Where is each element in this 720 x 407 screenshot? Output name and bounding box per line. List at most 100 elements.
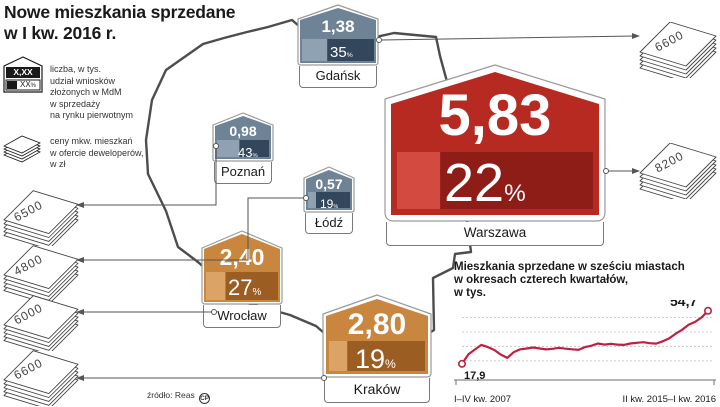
paper-sheet	[639, 143, 717, 188]
mdm-share: 19%	[320, 197, 338, 211]
percent-sign: %	[252, 287, 262, 298]
sales-value: 2,80	[347, 308, 407, 341]
x-start-label: I–IV kw. 2007	[454, 394, 511, 405]
city-marker-gdansk: 1,38 35%	[297, 4, 379, 66]
page-title-line: w I kw. 2016 r.	[4, 23, 117, 43]
mdm-share: 35%	[330, 44, 353, 61]
sales-value: 5,83	[438, 83, 552, 148]
chart-title-line: w okresach czterech kwartałów,	[454, 274, 629, 286]
city-name: Poznań	[220, 164, 266, 179]
data-point	[623, 344, 625, 346]
data-point	[610, 343, 612, 345]
percent-sign: %	[504, 180, 526, 207]
data-point	[480, 344, 482, 346]
data-point	[629, 342, 631, 345]
city-name: Gdańsk	[315, 68, 361, 83]
data-point	[474, 348, 476, 351]
mdm-share-value: 19	[355, 344, 386, 374]
chart-title-line: Mieszkania sprzedane w sześciu miastach	[454, 261, 685, 273]
data-point	[552, 348, 554, 350]
house-shape	[212, 112, 274, 162]
legend-house-icon	[3, 56, 43, 93]
legend-house-desc: liczba, w tys. udział wniosków złożonych…	[50, 64, 133, 122]
data-point	[700, 316, 703, 319]
data-point	[590, 345, 593, 347]
data-point	[681, 329, 683, 331]
percent-sign: %	[252, 153, 258, 159]
city-label-lodz: Łódź	[305, 213, 353, 234]
data-point	[539, 347, 541, 350]
legend-line: ceny mkw. mieszkań	[50, 136, 133, 146]
mdm-share-value: 27	[228, 275, 253, 300]
percent-sign: %	[346, 52, 353, 59]
legend-stack-desc: ceny mkw. mieszkań w ofercie deweloperów…	[50, 136, 144, 171]
data-point	[526, 347, 528, 350]
price-stack-warszawa	[639, 143, 717, 199]
credit-mark-icon: CP	[199, 393, 211, 404]
legend-sample-pct-value: XX	[20, 80, 31, 89]
legend-line: w ofercie deweloperów,	[50, 147, 144, 158]
price-stack-gdansk	[639, 22, 717, 78]
legend-line: liczba, w tys.	[50, 64, 102, 74]
start-marker	[458, 359, 467, 368]
share-fill	[308, 192, 316, 208]
chart-title: Mieszkania sprzedane w sześciu miastach …	[454, 261, 716, 300]
price-stack-lodz	[3, 245, 79, 301]
mdm-share-value: 22	[444, 153, 505, 213]
legend-line: udział wniosków	[50, 75, 116, 86]
chart-title-line: w tys.	[454, 287, 486, 299]
data-point	[616, 344, 618, 346]
mdm-share: 43%	[238, 145, 258, 160]
data-point	[565, 348, 567, 350]
legend-sample-pct: XX%	[20, 80, 36, 89]
city-label-krakow: Kraków	[324, 378, 430, 403]
mdm-share: 27%	[228, 275, 261, 301]
data-point	[584, 346, 586, 348]
share-fill	[329, 341, 348, 371]
legend-sample-value: X,XX	[13, 67, 33, 77]
data-point	[688, 324, 690, 326]
share-fill	[397, 152, 441, 209]
price-stack-krakow	[3, 350, 79, 406]
price-stack-poznan	[3, 190, 79, 246]
series-line	[461, 310, 709, 365]
mdm-share-value: 19	[320, 197, 334, 211]
legend-line: na rynku pierwotnym	[50, 110, 134, 120]
data-point	[571, 348, 573, 350]
city-name: Warszawa	[463, 225, 527, 240]
percent-sign: %	[385, 357, 396, 371]
start-value-label: 17,9	[464, 370, 485, 382]
legend-line: złożonych w MdM	[50, 87, 122, 97]
percent-sign: %	[333, 204, 339, 210]
share-fill	[302, 39, 328, 61]
data-point	[649, 342, 651, 344]
data-point	[558, 347, 560, 349]
x-end-label: II kw. 2015–I kw. 2016	[623, 394, 716, 405]
legend-line: w zł	[50, 159, 66, 169]
data-point	[506, 357, 508, 359]
data-point	[662, 340, 664, 342]
page-title: Nowe mieszkania sprzedane w I kw. 2016 r…	[4, 2, 284, 44]
data-point	[532, 346, 534, 349]
city-name: Wrocław	[217, 308, 267, 323]
city-marker-wroclaw: 2,40 27%	[201, 230, 283, 305]
house-shape	[297, 4, 379, 66]
mdm-share: 22%	[444, 154, 526, 223]
data-point	[694, 321, 696, 323]
mdm-share-value: 43	[238, 145, 253, 160]
data-point	[519, 348, 521, 350]
city-label-gdansk: Gdańsk	[299, 66, 377, 88]
data-point	[500, 354, 502, 356]
city-label-wroclaw: Wrocław	[203, 305, 281, 328]
data-point	[655, 343, 657, 345]
data-point	[487, 346, 489, 348]
house-shape	[303, 166, 355, 213]
data-point	[668, 337, 670, 339]
mdm-share: 19%	[355, 344, 396, 375]
sales-value: 2,40	[219, 244, 265, 270]
end-marker	[704, 306, 713, 315]
share-fill	[217, 140, 240, 157]
page-title-line: Nowe mieszkania sprzedane	[4, 2, 236, 22]
data-point	[545, 348, 547, 350]
